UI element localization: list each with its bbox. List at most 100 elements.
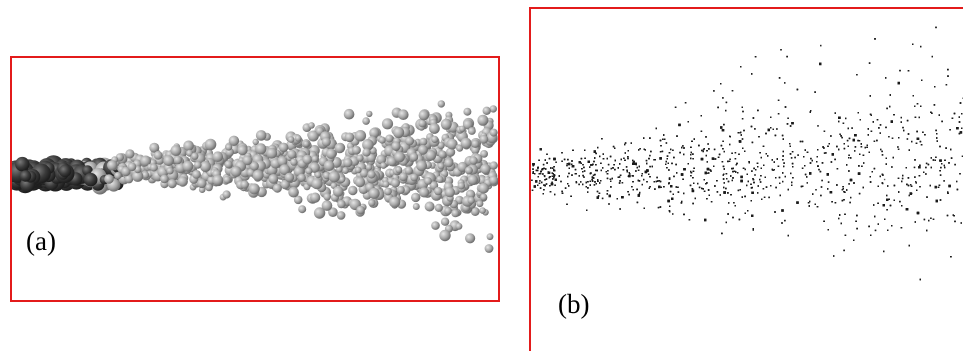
particle: [553, 177, 555, 179]
droplet: [336, 211, 346, 220]
particle: [848, 157, 850, 159]
particle: [698, 144, 700, 147]
droplet: [356, 154, 364, 162]
particle: [944, 159, 946, 161]
droplet: [369, 127, 380, 138]
particle: [829, 191, 833, 194]
droplet: [338, 176, 346, 183]
particle: [836, 168, 839, 170]
droplet: [83, 172, 98, 187]
particle: [776, 128, 778, 130]
particle: [690, 151, 692, 154]
droplet: [228, 135, 240, 146]
particle: [657, 206, 660, 209]
particle: [961, 155, 963, 157]
droplet: [465, 233, 476, 244]
particle: [542, 193, 544, 195]
droplet: [173, 155, 183, 165]
particle: [541, 181, 543, 184]
particle: [677, 191, 680, 193]
droplet: [194, 161, 202, 169]
droplet: [418, 119, 427, 128]
particle: [952, 214, 954, 216]
droplet: [225, 143, 233, 151]
droplet: [451, 209, 460, 218]
droplet: [460, 137, 472, 149]
droplet: [321, 137, 331, 147]
particle: [692, 153, 694, 155]
droplet: [429, 123, 440, 134]
particle: [596, 190, 599, 193]
particle: [915, 181, 917, 183]
droplet: [405, 136, 415, 146]
droplet: [480, 193, 488, 201]
particle: [721, 161, 724, 163]
particle: [595, 152, 597, 155]
droplet: [191, 152, 199, 160]
particle: [581, 168, 583, 170]
droplet: [471, 139, 480, 148]
particle: [821, 179, 823, 182]
particle: [888, 198, 890, 200]
particle: [672, 213, 674, 215]
droplet: [376, 154, 387, 165]
particle: [791, 181, 793, 184]
droplet: [348, 185, 358, 196]
droplet: [163, 155, 175, 166]
particle: [786, 55, 788, 58]
particle: [610, 167, 612, 170]
droplet: [124, 174, 134, 184]
particle: [958, 116, 960, 118]
particle: [784, 106, 787, 108]
particle: [607, 170, 609, 172]
particle: [614, 147, 616, 149]
droplet: [362, 148, 371, 157]
particle: [681, 200, 683, 203]
particle: [554, 193, 556, 196]
droplet: [412, 203, 420, 210]
particle: [754, 174, 756, 176]
particle: [653, 181, 655, 183]
droplet: [287, 149, 297, 159]
droplet: [411, 192, 421, 203]
particle: [732, 216, 734, 219]
droplet: [431, 221, 440, 230]
droplet: [132, 170, 144, 182]
particle: [597, 146, 599, 149]
particle: [908, 149, 910, 151]
particle: [784, 219, 786, 222]
droplet: [399, 172, 408, 182]
droplet: [314, 171, 322, 179]
particle: [756, 162, 759, 164]
droplet: [362, 117, 370, 125]
droplet: [444, 158, 454, 168]
particle: [643, 207, 645, 209]
droplet: [249, 161, 259, 171]
droplet: [255, 143, 267, 155]
droplet: [334, 142, 345, 154]
droplet: [279, 164, 291, 176]
droplet: [200, 161, 211, 172]
particle: [729, 143, 731, 146]
particle: [601, 138, 603, 140]
particle: [806, 182, 808, 184]
particle: [702, 148, 705, 151]
droplet: [240, 180, 249, 189]
particle: [854, 150, 856, 152]
particle: [606, 177, 609, 180]
particle: [646, 181, 648, 183]
particle: [819, 170, 822, 173]
droplet: [242, 155, 253, 166]
droplet: [359, 168, 369, 178]
particle: [887, 185, 889, 187]
droplet: [409, 152, 419, 162]
droplet: [440, 118, 452, 130]
particle: [614, 168, 616, 171]
particle: [734, 205, 736, 207]
droplet: [140, 155, 152, 167]
particle: [535, 180, 538, 183]
droplet: [311, 155, 319, 163]
particle: [888, 136, 890, 138]
particle: [753, 167, 755, 170]
particle: [938, 184, 941, 186]
